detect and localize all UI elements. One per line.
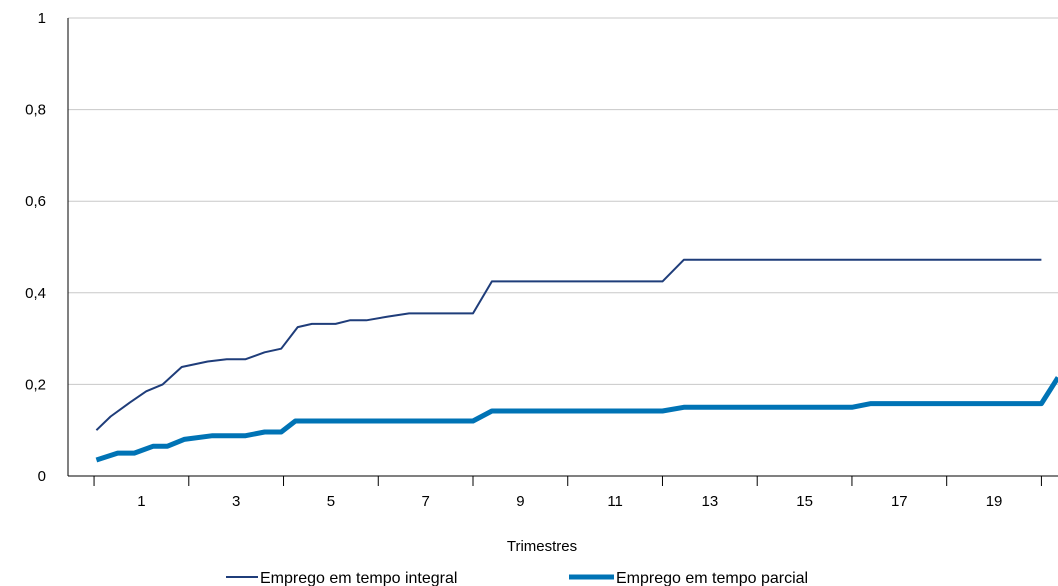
axes [67, 18, 1058, 477]
y-tick-label: 1 [38, 10, 46, 27]
x-tick-label: 9 [516, 493, 524, 510]
gridlines [68, 17, 1058, 385]
y-tick-label: 0,2 [25, 376, 46, 393]
x-tick-marks [93, 476, 1042, 486]
legend-label-1: Emprego em tempo parcial [616, 570, 808, 586]
x-tick-label: 17 [891, 493, 908, 510]
y-tick-label: 0,4 [25, 285, 46, 302]
y-tick-label: 0,8 [25, 102, 46, 119]
x-tick-label: 11 [607, 493, 623, 510]
y-tick-labels: 0 0,2 0,4 0,6 0,8 1 [25, 10, 46, 485]
x-tick-label: 5 [327, 493, 335, 510]
x-axis-title: Trimestres [507, 538, 577, 555]
y-tick-label: 0,6 [25, 193, 46, 210]
x-tick-label: 13 [701, 493, 718, 510]
x-tick-label: 3 [232, 493, 240, 510]
y-tick-label: 0 [38, 468, 46, 485]
x-tick-label: 15 [796, 493, 813, 510]
plot-area [95, 258, 1058, 463]
series-line-integral [95, 258, 1042, 431]
x-tick-labels: 1 3 5 7 9 11 13 15 17 19 [137, 493, 1002, 510]
x-tick-label: 7 [421, 493, 429, 510]
legend: Emprego em tempo integral Emprego em temp… [226, 570, 808, 586]
legend-label-0: Emprego em tempo integral [260, 570, 457, 586]
x-tick-label: 1 [137, 493, 145, 510]
series-line-parcial [95, 376, 1058, 463]
x-tick-label: 19 [986, 493, 1003, 510]
